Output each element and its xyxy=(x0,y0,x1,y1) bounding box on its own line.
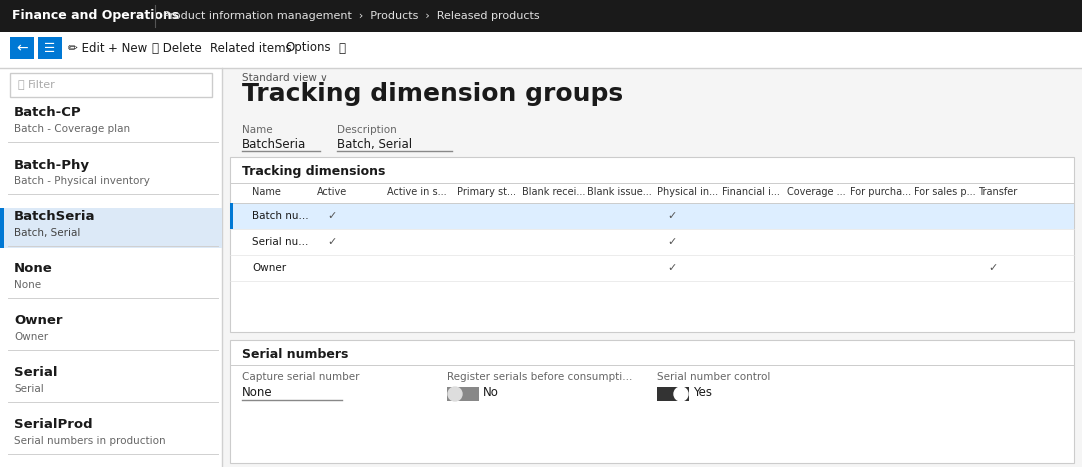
Text: Description: Description xyxy=(337,125,397,135)
Text: ✓: ✓ xyxy=(327,237,337,247)
Text: ✏ Edit: ✏ Edit xyxy=(68,42,105,55)
Text: 🗑 Delete: 🗑 Delete xyxy=(151,42,201,55)
Text: SerialProd: SerialProd xyxy=(14,418,93,432)
Text: Batch - Physical inventory: Batch - Physical inventory xyxy=(14,176,150,186)
Bar xyxy=(447,387,479,401)
Bar xyxy=(0,208,4,248)
Text: Batch - Coverage plan: Batch - Coverage plan xyxy=(14,124,130,134)
Text: ←: ← xyxy=(16,41,28,55)
Text: Batch nu...: Batch nu... xyxy=(252,211,308,221)
Text: Serial numbers: Serial numbers xyxy=(242,348,348,361)
Bar xyxy=(0,208,222,248)
Text: No: No xyxy=(483,387,499,399)
Text: Yes: Yes xyxy=(692,387,712,399)
Bar xyxy=(222,68,1082,467)
Text: Tracking dimensions: Tracking dimensions xyxy=(242,165,385,178)
Text: For sales p...: For sales p... xyxy=(914,187,976,197)
Text: For purcha...: For purcha... xyxy=(850,187,911,197)
Text: Coverage ...: Coverage ... xyxy=(787,187,846,197)
Text: None: None xyxy=(14,280,41,290)
Text: Product information management  ›  Products  ›  Released products: Product information management › Product… xyxy=(163,11,540,21)
Text: Active in s...: Active in s... xyxy=(387,187,447,197)
Text: Serial nu...: Serial nu... xyxy=(252,237,308,247)
Text: Batch, Serial: Batch, Serial xyxy=(14,228,80,238)
Text: Blank issue...: Blank issue... xyxy=(588,187,651,197)
Text: Register serials before consumpti...: Register serials before consumpti... xyxy=(447,372,632,382)
Bar xyxy=(230,340,1074,463)
Text: 🔍: 🔍 xyxy=(338,42,345,55)
Text: ⌕: ⌕ xyxy=(17,80,24,90)
Text: Blank recei...: Blank recei... xyxy=(522,187,585,197)
Bar xyxy=(230,157,1074,332)
Text: Transfer: Transfer xyxy=(978,187,1017,197)
Text: BatchSeria: BatchSeria xyxy=(242,138,306,151)
Text: Serial: Serial xyxy=(14,367,57,380)
Bar xyxy=(230,203,1074,229)
Circle shape xyxy=(448,387,462,401)
Bar xyxy=(230,203,233,229)
Bar xyxy=(657,387,689,401)
Text: Physical in...: Physical in... xyxy=(657,187,718,197)
Text: Serial numbers in production: Serial numbers in production xyxy=(14,436,166,446)
Text: Owner: Owner xyxy=(14,314,63,327)
Text: None: None xyxy=(14,262,53,276)
Text: Capture serial number: Capture serial number xyxy=(242,372,359,382)
Text: ✓: ✓ xyxy=(667,263,676,273)
Text: ✓: ✓ xyxy=(667,211,676,221)
Text: Tracking dimension groups: Tracking dimension groups xyxy=(242,82,623,106)
Text: Batch-CP: Batch-CP xyxy=(14,106,81,120)
Text: Owner: Owner xyxy=(252,263,286,273)
Text: Active: Active xyxy=(317,187,347,197)
Text: Finance and Operations: Finance and Operations xyxy=(12,9,180,22)
Text: BatchSeria: BatchSeria xyxy=(14,211,95,224)
Text: Owner: Owner xyxy=(14,332,48,342)
Text: Standard view ∨: Standard view ∨ xyxy=(242,73,328,83)
Bar xyxy=(0,32,1082,68)
Text: Name: Name xyxy=(242,125,273,135)
Bar xyxy=(10,37,34,59)
Text: Batch, Serial: Batch, Serial xyxy=(337,138,412,151)
Bar xyxy=(0,68,222,467)
Text: Serial number control: Serial number control xyxy=(657,372,770,382)
Text: Primary st...: Primary st... xyxy=(457,187,516,197)
Bar xyxy=(0,0,1082,32)
Text: ☰: ☰ xyxy=(44,42,55,55)
Text: Name: Name xyxy=(252,187,281,197)
Text: ✓: ✓ xyxy=(988,263,998,273)
Bar xyxy=(10,73,212,97)
Text: ✓: ✓ xyxy=(327,211,337,221)
Text: Filter: Filter xyxy=(28,80,56,90)
Text: Serial: Serial xyxy=(14,384,43,394)
Bar xyxy=(38,37,62,59)
Text: Financial i...: Financial i... xyxy=(722,187,780,197)
Text: Batch-Phy: Batch-Phy xyxy=(14,158,90,171)
Text: + New: + New xyxy=(108,42,147,55)
Text: None: None xyxy=(242,386,273,399)
Text: ✓: ✓ xyxy=(667,237,676,247)
Circle shape xyxy=(674,387,688,401)
Text: Options: Options xyxy=(285,42,331,55)
Text: Related items: Related items xyxy=(210,42,292,55)
